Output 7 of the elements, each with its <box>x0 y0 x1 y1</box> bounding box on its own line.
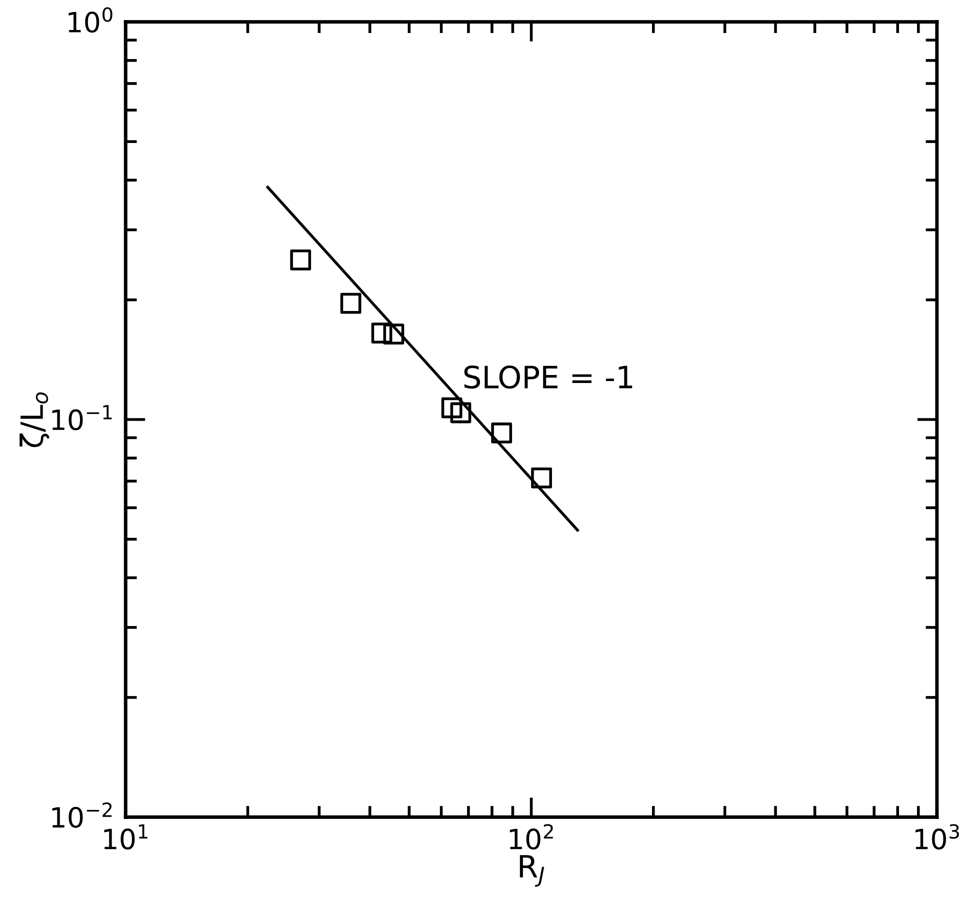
x-tick-label: 10$^{3}$ <box>916 824 959 850</box>
annotation: SLOPE = -1 <box>464 366 632 389</box>
y-axis-title: ζ/L$_{o}$ <box>20 392 50 448</box>
y-tick-label: 10$^{−1}$ <box>52 405 112 430</box>
y-tick-label: 10$^{0}$ <box>68 7 112 33</box>
x-tick-label: 10$^{2}$ <box>510 824 553 850</box>
x-axis-title: R$_{J}$ <box>520 855 544 887</box>
